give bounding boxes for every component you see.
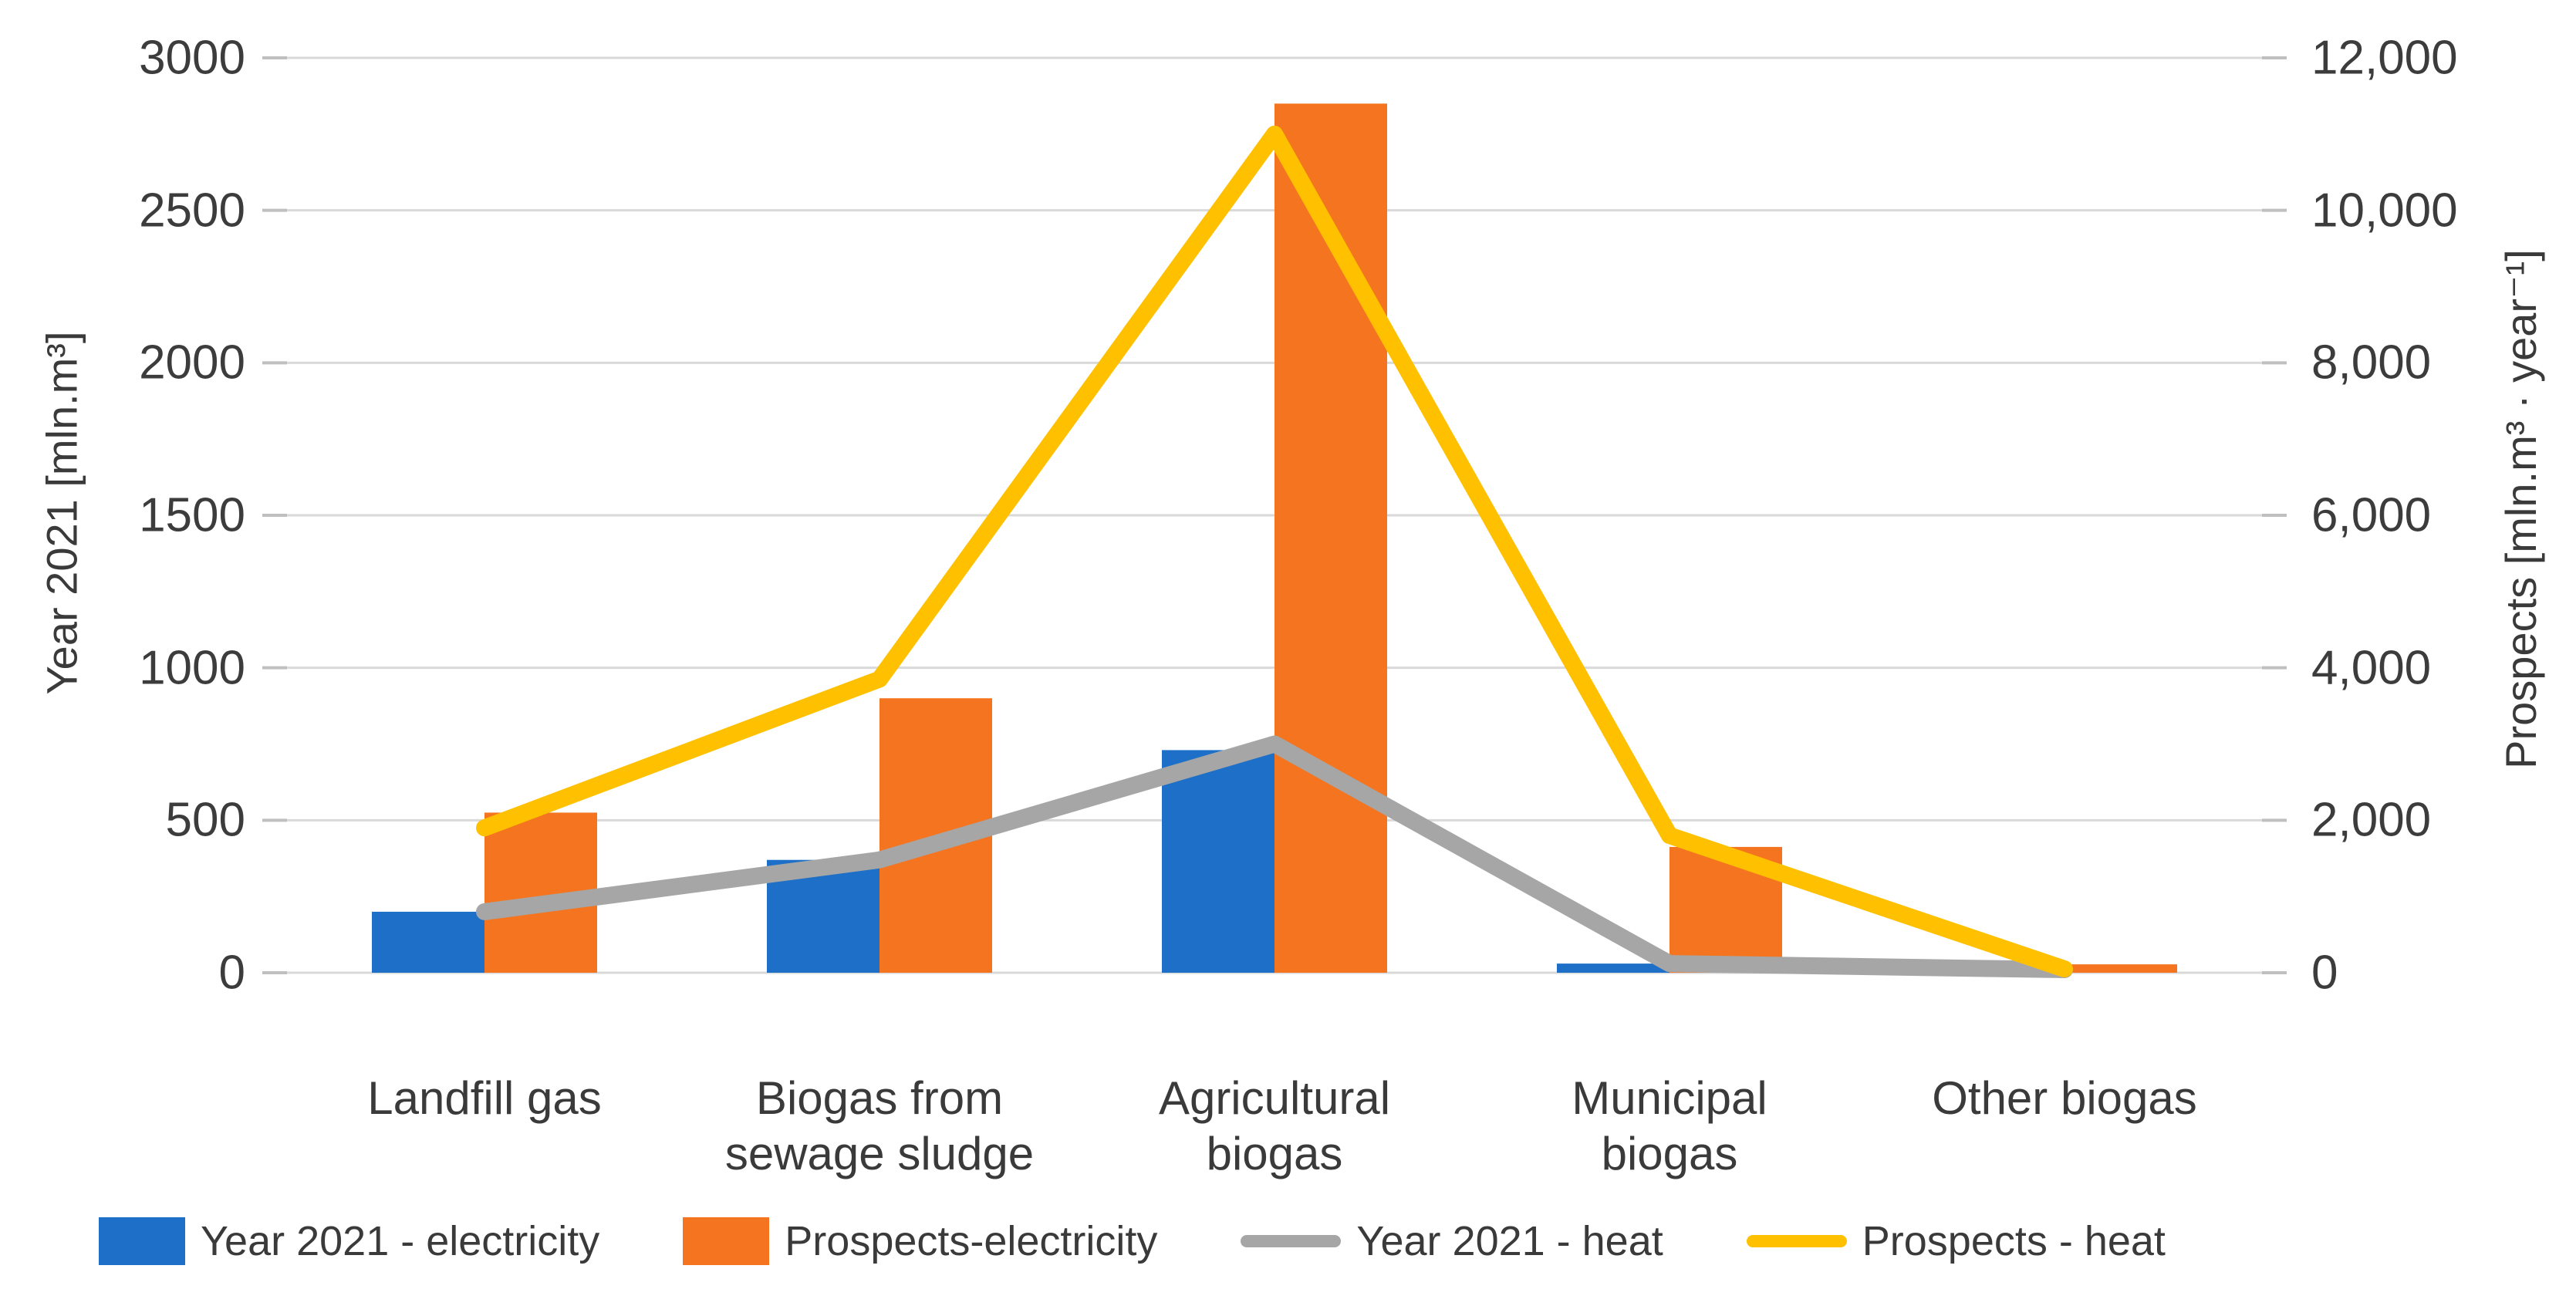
bar-year-2021-electricity (1162, 750, 1274, 973)
legend: Year 2021 - electricity Prospects-electr… (99, 1217, 2166, 1265)
left-axis-tick-label: 3000 (139, 31, 245, 85)
legend-item-year2021-electricity: Year 2021 - electricity (99, 1217, 599, 1265)
line-prospects-heat (476, 125, 2073, 978)
legend-label: Year 2021 - electricity (201, 1218, 600, 1264)
category-label: Other biogas (1932, 1071, 2197, 1126)
legend-item-year2021-heat: Year 2021 - heat (1241, 1217, 1663, 1265)
left-axis-tick-label: 1500 (139, 488, 245, 542)
category-label: Landfill gas (367, 1071, 602, 1126)
legend-swatch-orange-bar-icon (683, 1217, 770, 1265)
left-axis-tick-label: 0 (218, 946, 245, 1000)
legend-label: Year 2021 - heat (1356, 1218, 1663, 1264)
right-axis-tick-label: 12,000 (2311, 31, 2458, 85)
right-axis-tick-label: 6,000 (2311, 488, 2432, 542)
category-label-line: biogas (1601, 1128, 1738, 1179)
right-axis-tick-label: 10,000 (2311, 184, 2458, 238)
legend-item-prospects-heat: Prospects - heat (1746, 1217, 2166, 1265)
category-label-line: Other biogas (1932, 1072, 2197, 1124)
bar-year-2021-electricity (372, 911, 484, 973)
legend-label: Prospects - heat (1862, 1218, 2166, 1264)
right-axis-tick-label: 0 (2311, 946, 2338, 1000)
category-label-line: Agricultural (1158, 1072, 1391, 1124)
category-label-line: Biogas from (755, 1072, 1004, 1124)
right-axis-title: Prospects [mln.m³ · year⁻¹] (2497, 249, 2545, 769)
left-axis-tick-label: 2500 (139, 184, 245, 238)
line-year-2021-heat (476, 735, 2073, 979)
right-axis-tick-label: 2,000 (2311, 793, 2432, 847)
left-axis-tick-label: 500 (165, 793, 245, 847)
right-axis-tick-label: 8,000 (2311, 336, 2432, 390)
category-label: Municipal biogas (1572, 1071, 1767, 1182)
legend-item-prospects-electricity: Prospects-electricity (683, 1217, 1157, 1265)
category-label-line: sewage sludge (724, 1128, 1035, 1179)
category-label-line: Landfill gas (367, 1072, 602, 1124)
category-label-line: biogas (1206, 1128, 1343, 1179)
category-label-line: Municipal (1572, 1072, 1767, 1124)
left-axis-tick-label: 2000 (139, 336, 245, 390)
right-axis-tick-label: 4,000 (2311, 641, 2432, 695)
bar-year-2021-electricity (1557, 963, 1670, 973)
category-label: Agricultural biogas (1159, 1071, 1390, 1182)
legend-label: Prospects-electricity (785, 1218, 1158, 1264)
legend-swatch-blue-bar-icon (99, 1217, 185, 1265)
category-label: Biogas from sewage sludge (725, 1071, 1034, 1182)
left-axis-tick-label: 1000 (139, 641, 245, 695)
bar-prospects-electricity (2065, 964, 2177, 973)
legend-swatch-yellow-line-icon (1746, 1235, 1847, 1247)
legend-swatch-gray-line-icon (1241, 1235, 1342, 1247)
